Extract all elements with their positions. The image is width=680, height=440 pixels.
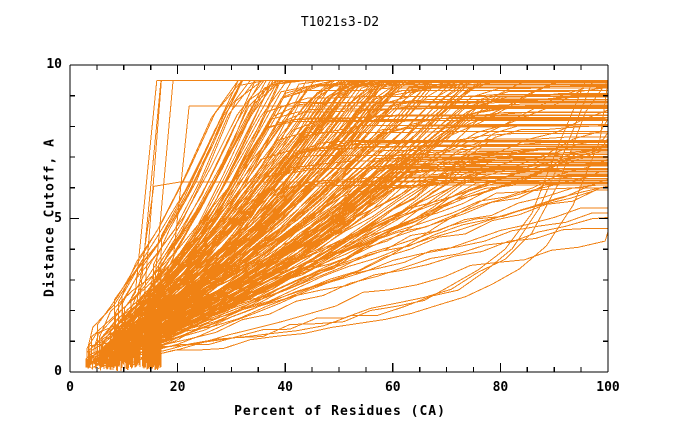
curve (146, 207, 608, 370)
x-tick-label: 60 (384, 380, 401, 395)
curve (103, 79, 608, 368)
curve (111, 79, 608, 367)
curve (101, 227, 608, 365)
curve (90, 145, 608, 365)
curve (91, 143, 609, 365)
curve (98, 79, 608, 363)
curve (156, 149, 608, 369)
curve (154, 176, 608, 369)
curve (91, 79, 608, 365)
curve (86, 79, 608, 361)
curve (103, 142, 608, 368)
curve (132, 79, 608, 362)
axis-frame (69, 64, 609, 373)
curve (113, 82, 608, 368)
chart-title: T1021s3-D2 (300, 15, 380, 30)
curve (95, 79, 608, 369)
curve (131, 80, 609, 369)
curve (151, 148, 609, 367)
curve (130, 184, 608, 366)
curve (96, 79, 608, 362)
x-tick-label: 0 (66, 380, 74, 395)
curve (104, 79, 608, 363)
x-tick-label: 100 (596, 380, 620, 395)
curve (88, 182, 608, 369)
curve (101, 79, 608, 367)
y-tick-label: 5 (54, 210, 62, 226)
curve (124, 79, 608, 363)
curve (88, 79, 608, 363)
curve (117, 79, 608, 363)
y-tick-label: 10 (46, 57, 62, 72)
curve (127, 109, 609, 368)
curve (153, 187, 609, 364)
curve (109, 79, 608, 366)
x-tick-label: 20 (169, 380, 186, 395)
y-tick-label: 0 (54, 364, 62, 379)
curve (104, 105, 609, 364)
x-axis-label: Percent of Residues (CA) (234, 404, 446, 419)
x-tick-label: 40 (277, 380, 294, 395)
x-tick-label: 80 (492, 380, 509, 395)
curve-group (85, 79, 609, 371)
curve (90, 87, 608, 364)
curve (144, 148, 608, 365)
curve (126, 80, 609, 369)
curve (117, 160, 608, 371)
curve (108, 79, 608, 367)
